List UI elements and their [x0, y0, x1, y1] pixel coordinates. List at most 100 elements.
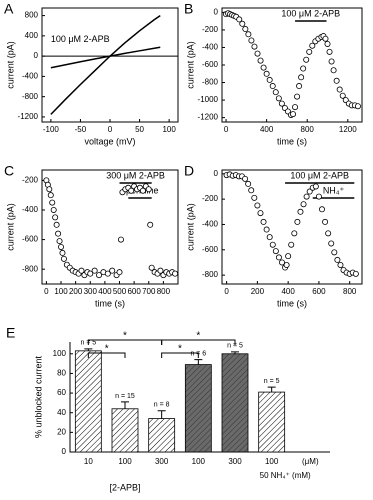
y-tick-label: 20 [57, 427, 66, 436]
panel-label: C [4, 163, 14, 179]
annotation-text: 100 μM 2-APB [281, 8, 340, 18]
plot-frame [41, 169, 179, 285]
error-bar [194, 359, 203, 365]
error-bar [231, 351, 239, 354]
data-point [292, 104, 299, 111]
n-label: n = 15 [115, 393, 135, 400]
data-point [269, 83, 276, 90]
y-tick-label: -1000 [198, 95, 219, 104]
y-tick-label: -400 [202, 43, 219, 52]
data-point [128, 187, 135, 194]
significance-bracket [161, 352, 199, 358]
x-tick-label: 10 [84, 457, 93, 466]
bar [221, 353, 249, 453]
data-point [288, 241, 295, 248]
data-point [139, 187, 146, 194]
y-axis-title: current (pA) [185, 41, 195, 89]
y-tick-label: 800 [25, 11, 39, 20]
y-tick-label: -600 [202, 245, 219, 254]
data-point [104, 270, 111, 277]
data-point [309, 42, 316, 49]
y-tick-label: -1200 [18, 112, 39, 121]
x-tick-label: 600 [127, 287, 141, 296]
data-point [303, 193, 310, 200]
data-point [297, 208, 304, 215]
x-tick-label: 100 [265, 457, 279, 466]
nh4-label: 50 NH₄⁺ (mM) [260, 471, 311, 480]
data-point [275, 95, 282, 102]
y-tick-label: 0 [34, 51, 39, 60]
data-point [303, 56, 310, 63]
data-point [318, 206, 325, 213]
data-point [91, 267, 98, 274]
x-axis-title: time (s) [95, 298, 125, 308]
data-point [60, 255, 67, 262]
annotation-text: NH₄⁺ [323, 185, 345, 195]
data-point [251, 194, 258, 201]
y-tick-label: -200 [22, 175, 39, 184]
data-point [269, 241, 276, 248]
x-tick-label: 200 [69, 287, 83, 296]
y-axis-title: % unblocked current [33, 355, 43, 438]
bar [258, 391, 286, 453]
data-point [116, 269, 123, 276]
data-point [322, 35, 329, 42]
data-point [328, 240, 335, 247]
data-point [87, 270, 94, 277]
x-tick-label: 200 [251, 287, 265, 296]
x-tick-label: 800 [157, 287, 171, 296]
n-label: n = 5 [227, 343, 243, 350]
data-point [145, 186, 152, 193]
data-point [59, 249, 66, 256]
data-point [117, 236, 124, 243]
data-point [326, 48, 333, 55]
data-point [291, 230, 298, 237]
y-tick-label: 60 [57, 388, 66, 397]
data-point [78, 267, 85, 274]
data-point [312, 183, 319, 190]
panel-label: B [184, 1, 193, 17]
x-tick-label: 0 [108, 125, 113, 134]
n-label: n = 8 [154, 402, 170, 409]
data-point [148, 264, 155, 271]
data-point [53, 221, 60, 228]
bar [74, 350, 102, 453]
data-point [283, 261, 290, 268]
data-point [294, 218, 301, 225]
data-point [331, 249, 338, 256]
y-tick-label: 40 [57, 408, 66, 417]
bar [148, 418, 176, 453]
significance-bracket [161, 339, 236, 345]
x-axis-title: time (s) [277, 298, 307, 308]
unit-label: (μM) [302, 457, 319, 466]
x-tick-label: 300 [228, 457, 242, 466]
data-point [236, 16, 243, 23]
data-point [242, 175, 249, 182]
significance-star: * [196, 331, 200, 342]
data-point [56, 238, 63, 245]
data-point [260, 218, 267, 225]
error-bar [121, 401, 129, 409]
data-point [248, 187, 255, 194]
data-point [333, 77, 340, 84]
data-point [294, 93, 301, 100]
significance-star: * [105, 344, 109, 355]
y-tick-label: 80 [57, 369, 66, 378]
y-axis-title: current (pA) [5, 41, 15, 89]
annotation-text: 300 μM 2-APB [106, 170, 165, 180]
y-tick-label: -400 [202, 220, 219, 229]
data-point [58, 243, 65, 250]
data-point [352, 270, 359, 277]
plot-frame [41, 7, 179, 123]
x-tick-label: 100 [54, 287, 68, 296]
data-point [328, 58, 335, 65]
x-tick-label: 600 [312, 287, 326, 296]
x-tick-label: 100 [118, 457, 132, 466]
x-tick-label: 500 [113, 287, 127, 296]
data-point [239, 20, 246, 27]
bar [111, 408, 139, 453]
data-point [245, 180, 252, 187]
y-tick-label: -800 [22, 264, 39, 273]
data-point [278, 100, 285, 107]
error-bar [267, 386, 276, 393]
